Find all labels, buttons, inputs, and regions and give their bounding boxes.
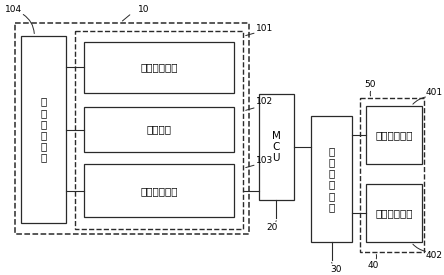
Text: 能
量
管
理
模
块: 能 量 管 理 模 块: [40, 97, 47, 163]
Bar: [311, 116, 352, 242]
Text: 101: 101: [256, 24, 273, 33]
Bar: [84, 164, 234, 217]
Bar: [84, 107, 234, 152]
Bar: [15, 23, 249, 234]
Text: 第二近场天线: 第二近场天线: [375, 208, 413, 218]
Text: 50: 50: [364, 80, 376, 89]
Text: 103: 103: [256, 156, 273, 165]
Text: 20: 20: [266, 223, 278, 232]
Text: 第一近场天线: 第一近场天线: [375, 130, 413, 140]
Text: 30: 30: [330, 265, 341, 274]
Text: 储能模块: 储能模块: [147, 125, 172, 134]
Bar: [259, 94, 294, 200]
Text: 102: 102: [256, 97, 273, 106]
Bar: [84, 42, 234, 93]
Text: 10: 10: [138, 5, 150, 14]
Text: 104: 104: [4, 5, 22, 14]
Text: 振动发电模块: 振动发电模块: [140, 62, 178, 72]
Text: 401: 401: [425, 88, 443, 97]
Text: 整流稳压模块: 整流稳压模块: [140, 186, 178, 196]
Text: M
C
U: M C U: [272, 131, 281, 163]
Text: 40: 40: [368, 261, 379, 270]
Bar: [366, 106, 422, 164]
Text: 402: 402: [425, 251, 443, 260]
Bar: [366, 184, 422, 242]
Bar: [75, 31, 243, 229]
Bar: [21, 36, 66, 223]
Bar: [360, 98, 424, 252]
Text: 无
线
通
讯
模
块: 无 线 通 讯 模 块: [329, 146, 335, 212]
